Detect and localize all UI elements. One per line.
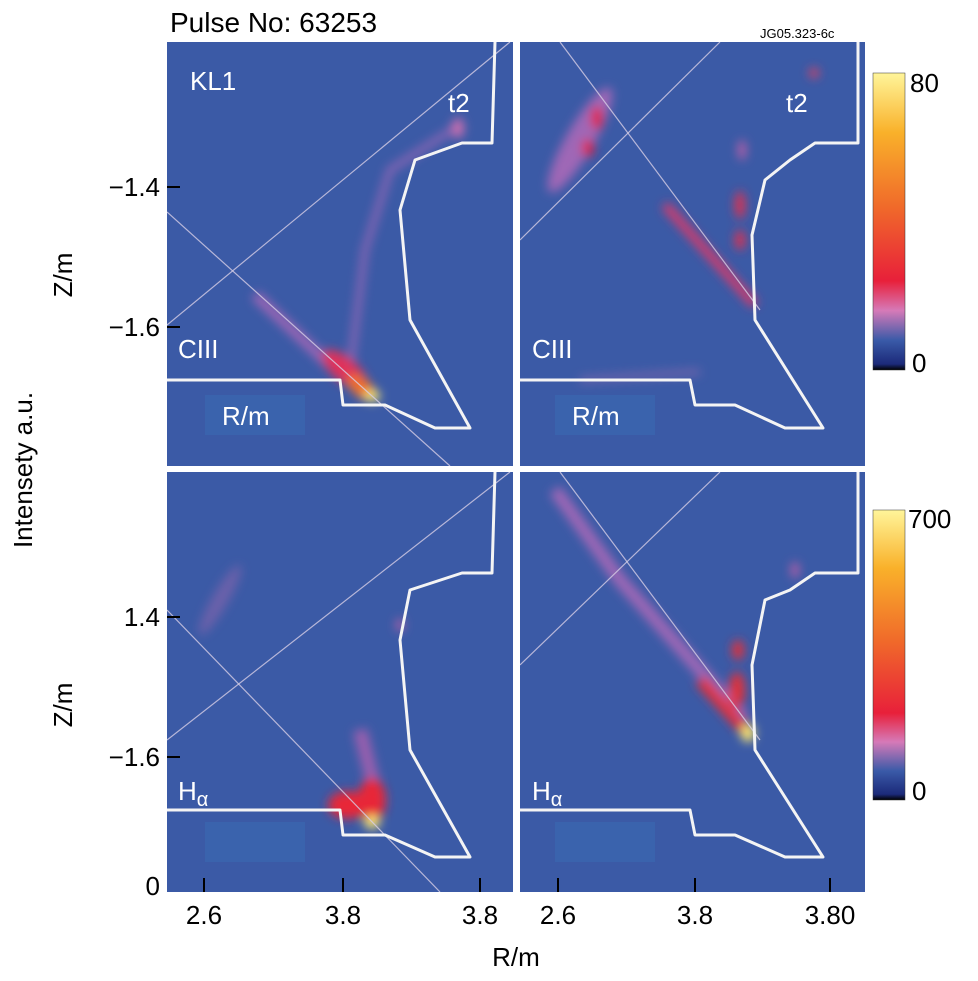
line-sub: α bbox=[551, 789, 563, 811]
x-axis-label: R/m bbox=[492, 942, 540, 972]
time-label: t2 bbox=[786, 88, 808, 118]
x-tick-label: 3.8 bbox=[677, 900, 713, 930]
line-label: CIII bbox=[532, 334, 572, 364]
sight-line bbox=[559, 472, 761, 741]
y-tick-label: −1.6 bbox=[109, 312, 160, 342]
sight-line bbox=[167, 609, 441, 892]
sight-line bbox=[520, 42, 721, 241]
sight-line bbox=[167, 211, 451, 466]
vessel-outline bbox=[520, 472, 860, 859]
panel: KL1 t2 CIII R/m bbox=[167, 42, 513, 466]
colorbar-min: 0 bbox=[912, 348, 926, 378]
axis-ticks bbox=[167, 186, 831, 892]
vessel-outline bbox=[520, 42, 860, 430]
figure-code: JG05.323-6c bbox=[760, 26, 835, 41]
vessel-outline bbox=[167, 472, 497, 859]
x-tick-label: 2.6 bbox=[540, 900, 576, 930]
vessel-outline bbox=[167, 42, 497, 430]
x-tick-label: 3.8 bbox=[325, 900, 361, 930]
time-label: t2 bbox=[448, 88, 470, 118]
y-tick-label: −1.6 bbox=[109, 742, 160, 772]
y-axis-label: Z/m bbox=[48, 683, 78, 728]
y-tick-label: −1.4 bbox=[109, 172, 160, 202]
panel-label: KL1 bbox=[190, 66, 236, 96]
line-base: H bbox=[178, 776, 197, 806]
y-axis-label: Z/m bbox=[48, 253, 78, 298]
axis-note: R/m bbox=[222, 401, 270, 431]
y-axis-title: Intensety a.u. bbox=[8, 392, 38, 548]
panel: Hα bbox=[167, 472, 513, 892]
sight-line bbox=[559, 42, 761, 311]
sight-line bbox=[167, 42, 511, 326]
axis-note: R/m bbox=[572, 401, 620, 431]
colorbar bbox=[872, 72, 906, 371]
line-label: CIII bbox=[178, 334, 218, 364]
line-label: Hα bbox=[178, 776, 208, 811]
panel: t2 CIII R/m bbox=[520, 42, 865, 466]
title: Pulse No: 63253 bbox=[170, 7, 377, 38]
colorbar-max: 700 bbox=[908, 504, 951, 534]
sight-line bbox=[167, 472, 511, 741]
x-tick-label: 3.80 bbox=[805, 900, 856, 930]
y-tick-label: 1.4 bbox=[124, 602, 160, 632]
line-label: Hα bbox=[532, 776, 562, 811]
colorbar bbox=[872, 509, 906, 801]
sight-line bbox=[520, 472, 721, 666]
x-tick-label: 2.6 bbox=[186, 900, 222, 930]
line-base: H bbox=[532, 776, 551, 806]
panel: Hα bbox=[520, 472, 865, 892]
x-tick-label: 3.8 bbox=[462, 900, 498, 930]
line-sub: α bbox=[197, 789, 209, 811]
y-tick-label: 0 bbox=[146, 871, 160, 901]
colorbar-min: 0 bbox=[912, 776, 926, 806]
colorbar-max: 80 bbox=[910, 68, 939, 98]
